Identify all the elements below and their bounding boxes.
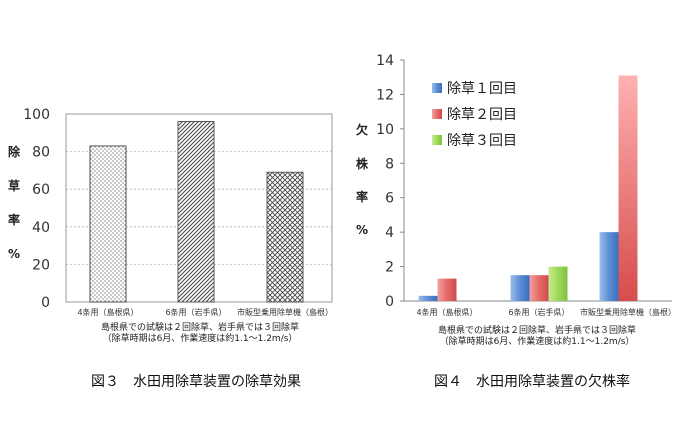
bar — [266, 171, 304, 303]
chart-missing-plant: 0 2 4 6 8 10 12 14 4条用（島根県） 6条用（岩手県） 市販型乗用除草機（島根） 欠… — [356, 53, 676, 390]
y-axis-label: 株 — [356, 156, 369, 171]
y-axis-label: 除 — [8, 144, 21, 159]
x-tick-label: 市販型乗用除草機（島根） — [237, 307, 333, 317]
legend-label: 除草３回目 — [447, 133, 517, 149]
y-tick-label: 0 — [41, 295, 50, 311]
x-tick-label: 4条用（島根県） — [416, 307, 477, 317]
y-tick-label: 10 — [376, 122, 394, 138]
bar — [89, 145, 127, 303]
footnote: 島根県での試験は２回除草、岩手県では３回除草 — [101, 321, 299, 333]
y-axis-label: 欠 — [356, 122, 368, 137]
x-tick-label: 6条用（岩手県） — [165, 307, 226, 317]
figure-caption: 図３ 水田用除草装置の除草効果 — [91, 374, 301, 390]
y-tick-label: 0 — [385, 294, 394, 310]
bar — [510, 275, 530, 301]
legend-swatch — [432, 83, 442, 93]
y-tick-label: 8 — [385, 156, 394, 172]
bar — [548, 266, 568, 301]
y-tick-label: 100 — [23, 107, 50, 123]
y-tick-label: 40 — [32, 220, 50, 236]
bar — [618, 75, 638, 301]
bar — [437, 278, 457, 301]
x-tick-label: 市販型乗用除草機（島根） — [580, 307, 676, 317]
bar — [529, 275, 549, 301]
legend-label: 除草２回目 — [447, 107, 517, 123]
legend-swatch — [432, 135, 442, 145]
y-axis-label: % — [8, 247, 20, 261]
y-tick-label: 6 — [385, 191, 394, 207]
y-tick-label: 2 — [385, 260, 394, 276]
y-tick-label: 80 — [32, 145, 50, 161]
bar — [177, 121, 215, 303]
bar — [599, 232, 619, 301]
y-axis-label: 草 — [8, 178, 20, 193]
legend-label: 除草１回目 — [447, 81, 517, 97]
y-axis-label: % — [356, 223, 368, 237]
x-tick-label: 4条用（島根県） — [77, 307, 138, 317]
y-tick-label: 4 — [385, 225, 394, 241]
chart-weed-removal: 0 20 40 60 80 100 4条用（島根県） 6条用（岩手県） 市販型乗用除草機（島根）… — [8, 107, 333, 390]
y-tick-label: 14 — [376, 53, 394, 69]
x-tick-label: 6条用（岩手県） — [508, 307, 569, 317]
legend-swatch — [432, 109, 442, 119]
y-axis-label: 率 — [356, 189, 368, 204]
y-tick-label: 12 — [376, 87, 394, 103]
figure-caption: 図４ 水田用除草装置の欠株率 — [434, 373, 630, 390]
footnote: （除草時期は6月、作業速度は約1.1〜1.2m/s） — [103, 332, 298, 344]
footnote: 島根県での試験は２回除草、岩手県では３回除草 — [438, 324, 636, 336]
bar — [418, 295, 438, 301]
footnote: （除草時期は6月、作業速度は約1.1〜1.2m/s） — [440, 335, 635, 347]
y-tick-label: 20 — [32, 257, 50, 273]
y-tick-label: 60 — [32, 182, 50, 198]
y-axis-label: 率 — [8, 212, 20, 227]
